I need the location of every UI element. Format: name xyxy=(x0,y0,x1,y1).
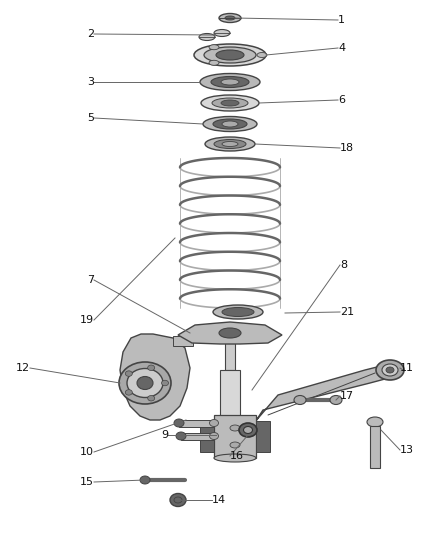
Ellipse shape xyxy=(201,95,259,111)
Ellipse shape xyxy=(209,432,219,440)
Text: 21: 21 xyxy=(340,307,354,317)
Text: 15: 15 xyxy=(80,477,94,487)
Polygon shape xyxy=(248,365,385,433)
Polygon shape xyxy=(178,322,282,344)
Polygon shape xyxy=(179,419,214,426)
Ellipse shape xyxy=(127,368,163,398)
Text: 2: 2 xyxy=(87,29,94,39)
Text: 3: 3 xyxy=(87,77,94,87)
Ellipse shape xyxy=(212,98,248,108)
Ellipse shape xyxy=(205,137,255,151)
Text: 19: 19 xyxy=(80,315,94,325)
Text: 9: 9 xyxy=(161,430,168,440)
Ellipse shape xyxy=(211,77,249,87)
Ellipse shape xyxy=(214,140,246,149)
Ellipse shape xyxy=(203,117,257,132)
Text: 6: 6 xyxy=(338,95,345,105)
Text: 16: 16 xyxy=(230,451,244,461)
Ellipse shape xyxy=(367,417,383,427)
Ellipse shape xyxy=(119,362,171,404)
Polygon shape xyxy=(225,343,235,370)
Text: 11: 11 xyxy=(400,363,414,373)
Ellipse shape xyxy=(176,432,186,440)
Ellipse shape xyxy=(174,419,184,427)
Text: 7: 7 xyxy=(87,275,94,285)
Ellipse shape xyxy=(148,365,155,370)
Ellipse shape xyxy=(199,34,215,41)
Ellipse shape xyxy=(137,376,153,390)
Ellipse shape xyxy=(376,360,404,380)
Polygon shape xyxy=(181,432,214,440)
Polygon shape xyxy=(370,426,380,468)
Ellipse shape xyxy=(222,141,238,147)
Ellipse shape xyxy=(209,60,219,66)
Polygon shape xyxy=(256,421,270,452)
Ellipse shape xyxy=(219,13,241,22)
Ellipse shape xyxy=(214,454,256,462)
Ellipse shape xyxy=(140,476,150,484)
Polygon shape xyxy=(214,415,256,458)
Text: 18: 18 xyxy=(340,143,354,153)
Text: 12: 12 xyxy=(16,363,30,373)
Text: 13: 13 xyxy=(400,445,414,455)
Ellipse shape xyxy=(200,74,260,91)
Ellipse shape xyxy=(222,121,238,127)
Text: 14: 14 xyxy=(212,495,226,505)
Text: 8: 8 xyxy=(340,260,347,270)
Ellipse shape xyxy=(382,364,398,376)
Text: 10: 10 xyxy=(80,447,94,457)
Text: 5: 5 xyxy=(87,113,94,123)
Polygon shape xyxy=(200,421,214,452)
Ellipse shape xyxy=(330,395,342,405)
Ellipse shape xyxy=(162,380,169,386)
Ellipse shape xyxy=(213,305,263,319)
Ellipse shape xyxy=(213,119,247,129)
Ellipse shape xyxy=(148,395,155,401)
Ellipse shape xyxy=(386,367,394,373)
Ellipse shape xyxy=(174,497,182,503)
Ellipse shape xyxy=(125,371,132,376)
Ellipse shape xyxy=(294,395,306,405)
Ellipse shape xyxy=(257,52,267,58)
Ellipse shape xyxy=(214,29,230,36)
Ellipse shape xyxy=(170,494,186,506)
Ellipse shape xyxy=(209,419,219,426)
Ellipse shape xyxy=(221,79,239,85)
Ellipse shape xyxy=(204,47,256,63)
Ellipse shape xyxy=(194,44,266,66)
Text: 1: 1 xyxy=(338,15,345,25)
Ellipse shape xyxy=(230,442,240,448)
Ellipse shape xyxy=(244,426,252,433)
Polygon shape xyxy=(220,370,240,420)
Ellipse shape xyxy=(225,16,235,20)
Ellipse shape xyxy=(219,328,241,338)
Polygon shape xyxy=(120,334,190,420)
Text: 4: 4 xyxy=(338,43,345,53)
Text: 17: 17 xyxy=(340,391,354,401)
Ellipse shape xyxy=(230,425,240,431)
Ellipse shape xyxy=(221,100,239,106)
Ellipse shape xyxy=(222,308,254,317)
Ellipse shape xyxy=(125,390,132,395)
Ellipse shape xyxy=(239,423,257,437)
Ellipse shape xyxy=(216,50,244,60)
Polygon shape xyxy=(173,336,193,346)
Ellipse shape xyxy=(209,45,219,50)
